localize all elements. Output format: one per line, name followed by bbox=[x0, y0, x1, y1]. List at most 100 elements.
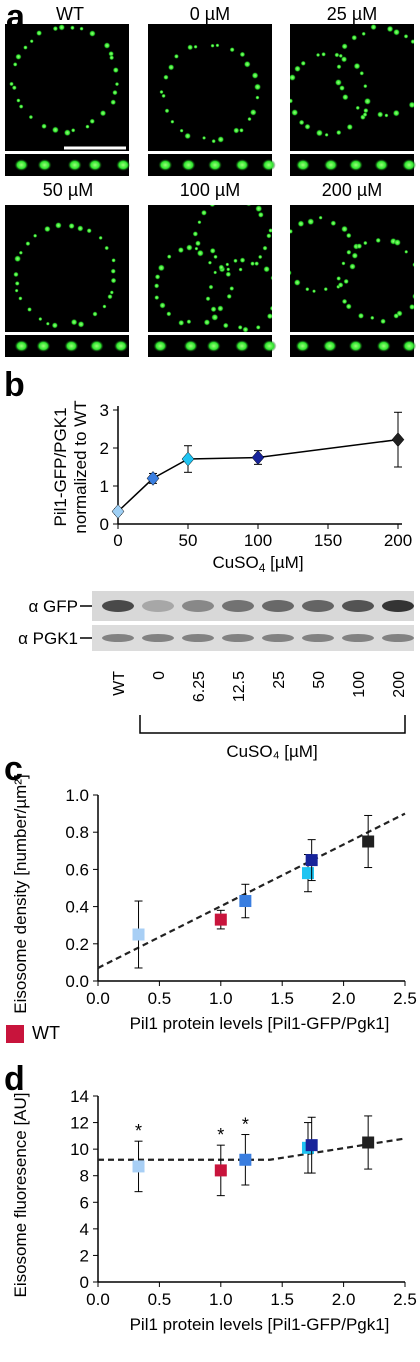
lane-label: 100 bbox=[351, 671, 368, 698]
label-0um: 0 µM bbox=[189, 4, 231, 24]
panel-c-letter: c bbox=[4, 750, 23, 788]
x-tick-label: 1.0 bbox=[209, 1290, 233, 1309]
y-axis-label-line2: normalized to WT bbox=[71, 400, 90, 533]
x-tick-label: 200 bbox=[384, 531, 412, 550]
y-tick-label: 12 bbox=[70, 1114, 89, 1133]
chart-c: 0.0 0.2 0.4 0.6 0.8 1.0 0.0 0.5 1.0 1.5 2.0 2.5 Eiso… bbox=[11, 774, 417, 1033]
label-50um: 50 µM bbox=[42, 180, 94, 200]
data-point bbox=[251, 450, 265, 465]
y-tick-label: 2 bbox=[100, 439, 109, 458]
micrograph-image bbox=[148, 24, 272, 151]
x-tick-label: 0.0 bbox=[86, 1290, 110, 1309]
blot-band-pgk1 bbox=[142, 634, 174, 642]
x-tick-label: 50 bbox=[179, 531, 198, 550]
blot-band-gfp bbox=[262, 600, 294, 612]
data-point bbox=[214, 913, 227, 926]
x-tick-label: 1.5 bbox=[270, 989, 294, 1008]
blot-band-gfp bbox=[342, 600, 374, 612]
y-tick-label: 1.0 bbox=[65, 786, 89, 805]
x-tick-label: 2.0 bbox=[332, 1290, 356, 1309]
data-point bbox=[111, 504, 125, 519]
blot-band-gfp bbox=[222, 600, 254, 612]
x-axis-label: Pil1 protein levels [Pil1-GFP/Pgk1] bbox=[130, 1014, 390, 1033]
data-point bbox=[362, 1136, 375, 1149]
significance-star: * bbox=[135, 1121, 142, 1141]
micrograph-image bbox=[5, 205, 129, 332]
x-axis-label: Pil1 protein levels [Pil1-GFP/Pgk1] bbox=[130, 1315, 390, 1334]
legend-wt-label: WT bbox=[32, 1023, 60, 1043]
label-25um: 25 µM bbox=[326, 4, 378, 24]
lane-label: 12.5 bbox=[231, 671, 248, 702]
blot-band-pgk1 bbox=[102, 634, 134, 642]
label-100um: 100 µM bbox=[179, 180, 241, 200]
x-tick-label: 0 bbox=[113, 531, 122, 550]
blot-band-pgk1 bbox=[342, 634, 374, 642]
micrograph-panel bbox=[5, 24, 417, 357]
x-tick-label: 150 bbox=[314, 531, 342, 550]
blot-row-pgk1: α PGK1 bbox=[18, 629, 78, 648]
blot-band-pgk1 bbox=[382, 634, 414, 642]
fit-line bbox=[98, 1137, 406, 1161]
chart-b: 0 1 2 3 0 50 100 150 200 Pil1-GFP/PGK1 normalized … bbox=[51, 400, 412, 575]
blot-band-gfp bbox=[182, 600, 214, 612]
lane-label: 200 bbox=[391, 671, 408, 698]
data-point bbox=[214, 1164, 227, 1177]
panel-b-letter: b bbox=[4, 366, 25, 404]
x-tick-label: 1.0 bbox=[209, 989, 233, 1008]
blot-band-pgk1 bbox=[182, 634, 214, 642]
x-tick-label: 2.5 bbox=[393, 1290, 417, 1309]
label-wt: WT bbox=[56, 4, 84, 24]
y-axis-label: Eisosome fluoresence [AU] bbox=[11, 1092, 30, 1297]
y-tick-label: 0.6 bbox=[65, 860, 89, 879]
western-blot: α GFP α PGK1 WT 0 6.25 12.5 25 50 100 200 CuSO₄… bbox=[18, 591, 414, 761]
x-tick-label: 0.5 bbox=[148, 989, 172, 1008]
blot-band-gfp bbox=[302, 600, 334, 612]
significance-star: * bbox=[242, 1115, 249, 1135]
micrograph-strip bbox=[5, 154, 129, 176]
data-point bbox=[391, 432, 405, 448]
data-point bbox=[305, 1139, 318, 1152]
legend-wt-swatch bbox=[6, 1025, 24, 1043]
x-tick-label: 2.0 bbox=[332, 989, 356, 1008]
y-tick-label: 3 bbox=[100, 401, 109, 420]
x-tick-label: 1.5 bbox=[270, 1290, 294, 1309]
micrograph-image bbox=[148, 205, 272, 332]
blot-band-pgk1 bbox=[222, 634, 254, 642]
lane-label: 50 bbox=[311, 671, 328, 689]
lane-label: 25 bbox=[271, 671, 288, 689]
data-point bbox=[362, 835, 375, 848]
y-tick-label: 0.4 bbox=[65, 898, 89, 917]
lane-label: 6.25 bbox=[191, 671, 208, 702]
lane-label: WT bbox=[111, 671, 128, 696]
y-tick-label: 4 bbox=[80, 1220, 89, 1239]
data-point bbox=[181, 451, 195, 467]
y-tick-label: 0.2 bbox=[65, 935, 89, 954]
data-point bbox=[239, 895, 252, 908]
panel-d-letter: d bbox=[4, 1060, 25, 1098]
x-axis-label: CuSO4 [µM] bbox=[212, 553, 303, 575]
blot-band-gfp bbox=[382, 600, 414, 612]
data-point bbox=[132, 928, 145, 941]
data-point bbox=[132, 1160, 145, 1173]
blot-band-pgk1 bbox=[302, 634, 334, 642]
y-tick-label: 1 bbox=[100, 477, 109, 496]
x-tick-label: 100 bbox=[244, 531, 272, 550]
label-200um: 200 µM bbox=[321, 180, 383, 200]
significance-star: * bbox=[217, 1125, 224, 1145]
y-tick-label: 0 bbox=[100, 515, 109, 534]
y-tick-label: 10 bbox=[70, 1140, 89, 1159]
y-axis-label-line1: Pil1-GFP/PGK1 bbox=[51, 407, 70, 526]
fit-line bbox=[97, 812, 406, 969]
y-tick-label: 8 bbox=[80, 1167, 89, 1186]
y-tick-label: 14 bbox=[70, 1087, 89, 1106]
y-axis-label: Eisosome density [number/µm²] bbox=[11, 774, 30, 1013]
y-tick-label: 0.0 bbox=[65, 972, 89, 991]
y-tick-label: 0.8 bbox=[65, 823, 89, 842]
blot-band-gfp bbox=[102, 600, 134, 612]
y-tick-label: 2 bbox=[80, 1246, 89, 1265]
cuso4-bracket bbox=[139, 715, 406, 734]
blot-band-gfp bbox=[142, 600, 174, 612]
y-tick-label: 0 bbox=[80, 1273, 89, 1292]
x-tick-label: 2.5 bbox=[393, 989, 417, 1008]
blot-row-gfp: α GFP bbox=[29, 597, 79, 616]
